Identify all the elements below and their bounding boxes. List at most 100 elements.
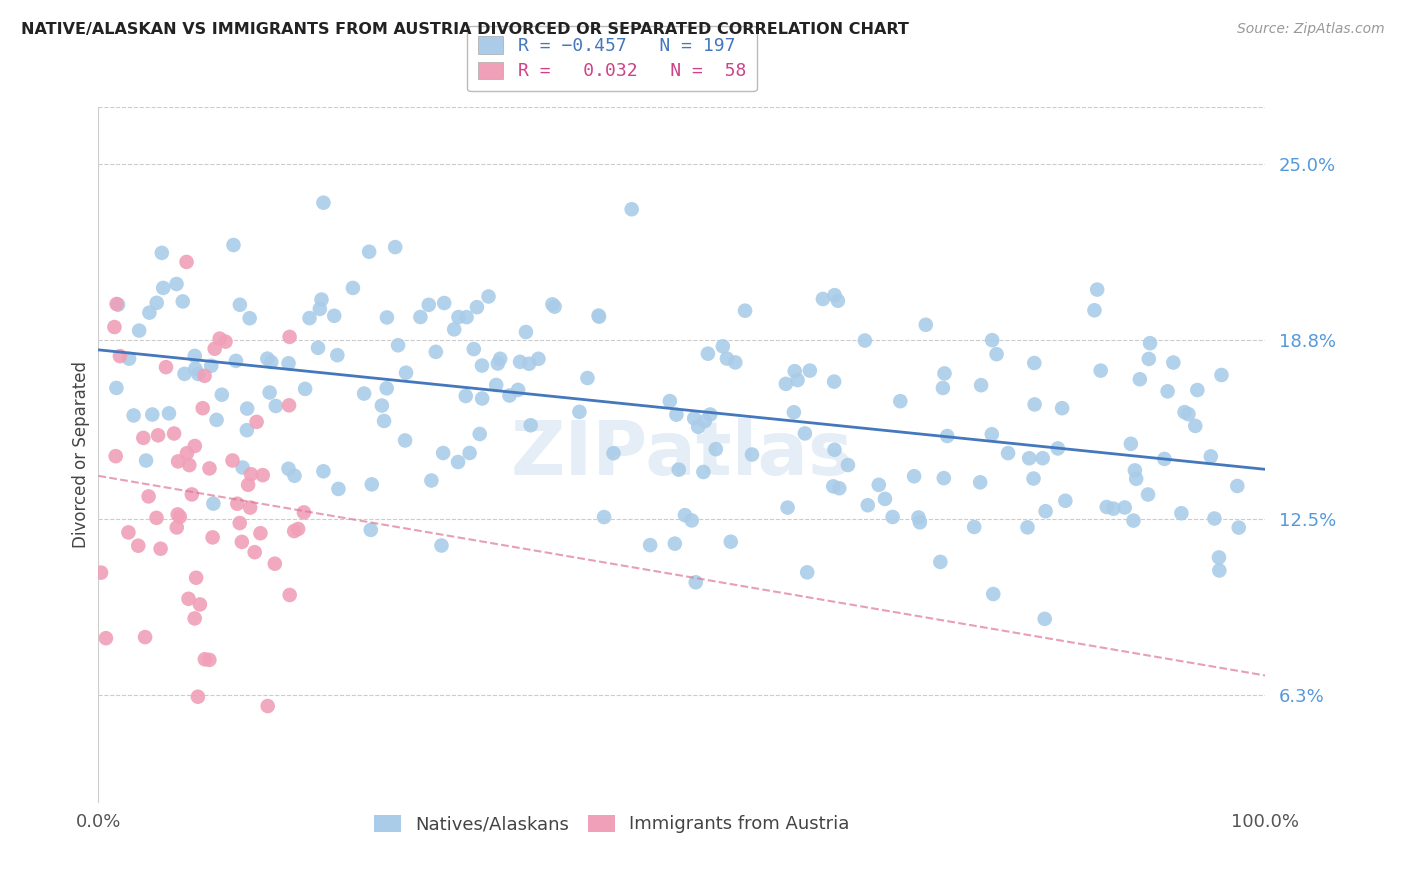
Point bbox=[823, 479, 845, 493]
Point bbox=[980, 427, 1002, 442]
Point bbox=[1184, 418, 1206, 433]
Point bbox=[489, 351, 512, 366]
Point bbox=[229, 516, 252, 530]
Point bbox=[239, 311, 262, 326]
Point bbox=[201, 530, 224, 544]
Point bbox=[433, 296, 456, 310]
Point bbox=[1024, 356, 1046, 370]
Point bbox=[447, 310, 470, 324]
Point bbox=[208, 332, 231, 346]
Point bbox=[1017, 520, 1039, 534]
Point bbox=[211, 388, 233, 402]
Point bbox=[117, 525, 139, 540]
Point bbox=[468, 427, 491, 442]
Point bbox=[620, 202, 643, 217]
Point bbox=[1156, 384, 1178, 399]
Point bbox=[720, 534, 742, 549]
Point bbox=[104, 449, 127, 463]
Point bbox=[138, 490, 160, 504]
Point bbox=[517, 357, 540, 371]
Point bbox=[868, 478, 890, 492]
Point bbox=[543, 300, 565, 314]
Point bbox=[688, 419, 710, 434]
Point bbox=[914, 318, 936, 332]
Point bbox=[180, 487, 202, 501]
Point bbox=[118, 351, 141, 366]
Point bbox=[692, 465, 714, 479]
Point bbox=[384, 240, 406, 254]
Y-axis label: Divorced or Separated: Divorced or Separated bbox=[72, 361, 90, 549]
Point bbox=[184, 361, 207, 376]
Point bbox=[1024, 397, 1046, 411]
Point bbox=[103, 320, 125, 334]
Point bbox=[194, 368, 217, 383]
Point bbox=[776, 500, 799, 515]
Point bbox=[312, 464, 335, 478]
Point bbox=[786, 373, 808, 387]
Point bbox=[141, 408, 163, 422]
Point bbox=[375, 310, 398, 325]
Point bbox=[1123, 463, 1146, 477]
Point bbox=[145, 511, 167, 525]
Point bbox=[249, 526, 271, 541]
Point bbox=[166, 508, 188, 522]
Point bbox=[486, 357, 509, 371]
Point bbox=[541, 297, 564, 311]
Point bbox=[824, 288, 846, 302]
Point bbox=[1211, 368, 1233, 382]
Point bbox=[929, 555, 952, 569]
Point bbox=[311, 293, 333, 307]
Point bbox=[432, 446, 454, 460]
Point bbox=[231, 535, 253, 549]
Point bbox=[394, 434, 416, 448]
Point bbox=[307, 341, 329, 355]
Point bbox=[1199, 450, 1222, 464]
Point bbox=[149, 541, 172, 556]
Point bbox=[1022, 471, 1045, 485]
Point bbox=[1095, 500, 1118, 514]
Point bbox=[157, 406, 180, 420]
Point bbox=[166, 277, 188, 291]
Point bbox=[90, 566, 112, 580]
Point bbox=[1137, 487, 1160, 501]
Point bbox=[184, 571, 207, 585]
Point bbox=[969, 475, 991, 490]
Point bbox=[1226, 479, 1249, 493]
Point bbox=[458, 446, 481, 460]
Point bbox=[146, 428, 169, 442]
Point bbox=[443, 322, 465, 336]
Point bbox=[395, 366, 418, 380]
Point bbox=[166, 520, 188, 534]
Point bbox=[283, 524, 305, 538]
Point bbox=[465, 300, 488, 314]
Point bbox=[283, 468, 305, 483]
Point bbox=[664, 536, 686, 550]
Point bbox=[167, 454, 190, 468]
Point bbox=[593, 510, 616, 524]
Point bbox=[173, 367, 195, 381]
Point bbox=[278, 330, 301, 344]
Point bbox=[716, 351, 738, 366]
Point bbox=[658, 394, 681, 409]
Point bbox=[693, 414, 716, 428]
Point bbox=[447, 455, 470, 469]
Point bbox=[278, 398, 301, 412]
Point bbox=[277, 462, 299, 476]
Point bbox=[1119, 437, 1142, 451]
Point bbox=[1129, 372, 1152, 386]
Point bbox=[176, 446, 198, 460]
Point bbox=[373, 414, 395, 428]
Point bbox=[1032, 451, 1054, 466]
Point bbox=[152, 281, 174, 295]
Point bbox=[191, 401, 214, 416]
Point bbox=[970, 378, 993, 392]
Text: Source: ZipAtlas.com: Source: ZipAtlas.com bbox=[1237, 22, 1385, 37]
Point bbox=[873, 491, 896, 506]
Point bbox=[811, 292, 834, 306]
Point bbox=[963, 520, 986, 534]
Point bbox=[1173, 405, 1195, 419]
Point bbox=[150, 246, 173, 260]
Point bbox=[169, 509, 191, 524]
Point bbox=[105, 381, 128, 395]
Point bbox=[981, 587, 1004, 601]
